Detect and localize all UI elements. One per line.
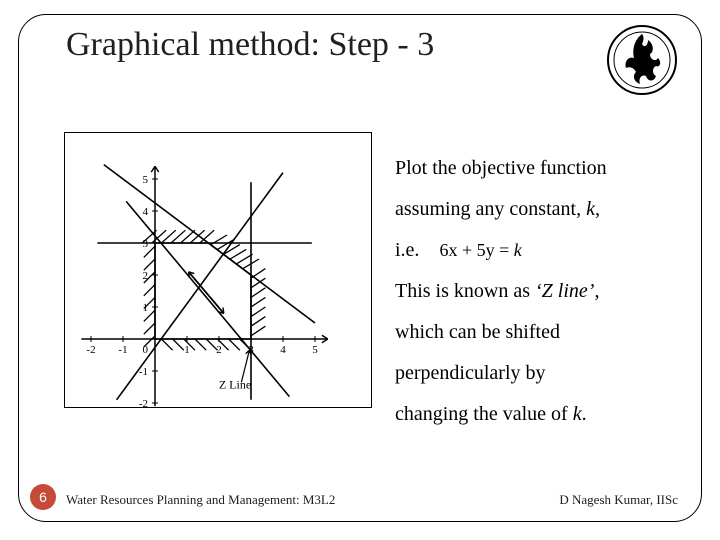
- eq-lhs: 6x + 5y: [439, 240, 494, 260]
- z-line-term: ‘Z line’: [535, 280, 594, 302]
- text-fragment: assuming any constant,: [395, 198, 586, 220]
- svg-text:Z Line: Z Line: [219, 378, 251, 392]
- equation: 6x + 5y = k: [439, 240, 521, 260]
- body-line-7: changing the value of k.: [395, 394, 685, 435]
- eq-eq: =: [495, 240, 514, 260]
- text-fragment: changing the value of: [395, 403, 573, 425]
- body-line-2: assuming any constant, k,: [395, 189, 685, 230]
- slide: Graphical method: Step - 3 -2-112345-2-1…: [0, 0, 720, 540]
- body-line-1: Plot the objective function: [395, 148, 685, 189]
- slide-title: Graphical method: Step - 3: [66, 26, 434, 64]
- feasible-region-chart: -2-112345-2-1123450Z Line: [65, 133, 373, 409]
- svg-text:4: 4: [280, 344, 286, 356]
- svg-text:1: 1: [184, 344, 190, 356]
- variable-k: k: [573, 403, 582, 425]
- svg-text:5: 5: [143, 174, 149, 186]
- institute-logo: [604, 22, 680, 98]
- text-fragment: ,: [594, 280, 599, 302]
- svg-text:5: 5: [312, 344, 318, 356]
- text-fragment: .: [582, 403, 587, 425]
- body-line-3: i.e. 6x + 5y = k: [395, 230, 685, 271]
- chart-container: -2-112345-2-1123450Z Line: [64, 132, 372, 408]
- text-fragment: i.e.: [395, 239, 419, 261]
- svg-text:4: 4: [143, 206, 149, 218]
- body-text: Plot the objective function assuming any…: [395, 148, 685, 435]
- slide-number-badge: 6: [30, 484, 56, 510]
- svg-text:-2: -2: [139, 398, 148, 409]
- variable-k: k: [586, 198, 595, 220]
- text-fragment: This is known as: [395, 280, 535, 302]
- body-line-5: which can be shifted: [395, 312, 685, 353]
- eq-rhs: k: [514, 240, 522, 260]
- svg-text:-2: -2: [86, 344, 95, 356]
- body-line-6: perpendicularly by: [395, 353, 685, 394]
- body-line-4: This is known as ‘Z line’,: [395, 271, 685, 312]
- footer-right: D Nagesh Kumar, IISc: [559, 492, 678, 508]
- text-fragment: ,: [595, 198, 600, 220]
- footer-left: Water Resources Planning and Management:…: [66, 492, 335, 508]
- svg-text:-1: -1: [118, 344, 127, 356]
